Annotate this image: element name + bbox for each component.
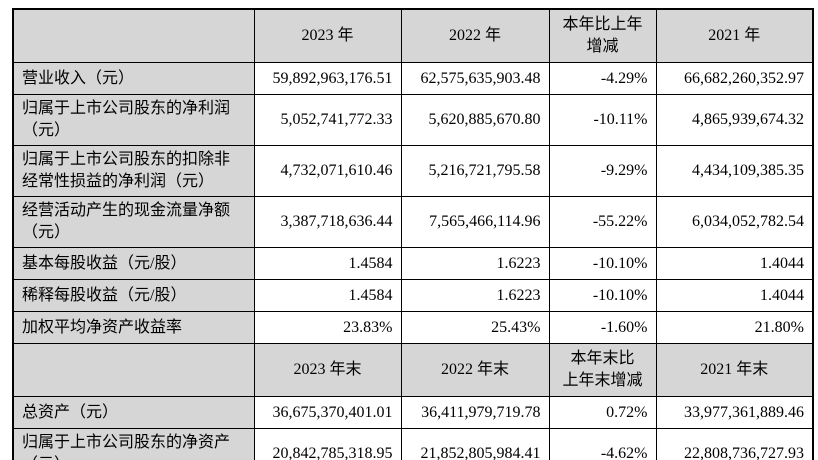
row-label: 归属于上市公司股东的扣除非经常性损益的净利润（元） bbox=[12, 145, 255, 197]
cell-2022: 25.43% bbox=[400, 311, 550, 344]
table-row-revenue: 营业收入（元） 59,892,963,176.51 62,575,635,903… bbox=[12, 62, 814, 95]
cell-change: -1.60% bbox=[548, 311, 657, 344]
table-row-net-profit: 归属于上市公司股东的净利润（元） 5,052,741,772.33 5,620,… bbox=[12, 94, 814, 146]
cell-2023: 4,732,071,610.46 bbox=[253, 145, 402, 197]
cell-2023: 3,387,718,636.44 bbox=[253, 196, 402, 248]
cell-change: -4.62% bbox=[548, 428, 657, 460]
header-2022-eoy: 2022 年末 bbox=[400, 343, 550, 397]
table-row-weighted-avg-roe: 加权平均净资产收益率 23.83% 25.43% -1.60% 21.80% bbox=[12, 311, 814, 344]
cell-change: 0.72% bbox=[548, 396, 657, 429]
cell-2021: 4,865,939,674.32 bbox=[655, 94, 814, 146]
header-eoy-change: 本年末比 上年末增减 bbox=[548, 343, 657, 397]
cell-2022: 62,575,635,903.48 bbox=[400, 62, 550, 95]
cell-2022: 5,216,721,795.58 bbox=[400, 145, 550, 197]
row-label: 基本每股收益（元/股） bbox=[12, 247, 255, 280]
row-label: 总资产（元） bbox=[12, 396, 255, 429]
header-2021: 2021 年 bbox=[655, 8, 814, 63]
cell-change: -9.29% bbox=[548, 145, 657, 197]
row-label: 营业收入（元） bbox=[12, 62, 255, 95]
cell-2021: 4,434,109,385.35 bbox=[655, 145, 814, 197]
row-label: 加权平均净资产收益率 bbox=[12, 311, 255, 344]
table-row-basic-eps: 基本每股收益（元/股） 1.4584 1.6223 -10.10% 1.4044 bbox=[12, 247, 814, 280]
key-financials-table: 2023 年 2022 年 本年比上年 增减 2021 年 营业收入（元） 59… bbox=[12, 8, 814, 460]
cell-2021: 66,682,260,352.97 bbox=[655, 62, 814, 95]
cell-2023: 1.4584 bbox=[253, 247, 402, 280]
cell-2022: 1.6223 bbox=[400, 279, 550, 312]
cell-2022: 36,411,979,719.78 bbox=[400, 396, 550, 429]
cell-2022: 21,852,805,984.41 bbox=[400, 428, 550, 460]
cell-2023: 23.83% bbox=[253, 311, 402, 344]
cell-2022: 5,620,885,670.80 bbox=[400, 94, 550, 146]
end-of-year-header-row: 2023 年末 2022 年末 本年末比 上年末增减 2021 年末 bbox=[12, 343, 814, 397]
cell-2023: 5,052,741,772.33 bbox=[253, 94, 402, 146]
corner-cell bbox=[12, 343, 255, 397]
cell-change: -4.29% bbox=[548, 62, 657, 95]
cell-change: -10.10% bbox=[548, 247, 657, 280]
table-row-diluted-eps: 稀释每股收益（元/股） 1.4584 1.6223 -10.10% 1.4044 bbox=[12, 279, 814, 312]
cell-2023: 20,842,785,318.95 bbox=[253, 428, 402, 460]
header-2023-eoy: 2023 年末 bbox=[253, 343, 402, 397]
cell-2021: 33,977,361,889.46 bbox=[655, 396, 814, 429]
row-label: 稀释每股收益（元/股） bbox=[12, 279, 255, 312]
row-label: 归属于上市公司股东的净利润（元） bbox=[12, 94, 255, 146]
cell-2023: 59,892,963,176.51 bbox=[253, 62, 402, 95]
cell-2021: 1.4044 bbox=[655, 247, 814, 280]
table-row-total-assets: 总资产（元） 36,675,370,401.01 36,411,979,719.… bbox=[12, 396, 814, 429]
cell-2023: 36,675,370,401.01 bbox=[253, 396, 402, 429]
cell-change: -10.10% bbox=[548, 279, 657, 312]
cell-2021: 22,808,736,727.93 bbox=[655, 428, 814, 460]
header-yoy-change: 本年比上年 增减 bbox=[548, 8, 657, 63]
header-2021-eoy: 2021 年末 bbox=[655, 343, 814, 397]
header-2022: 2022 年 bbox=[400, 8, 550, 63]
cell-2023: 1.4584 bbox=[253, 279, 402, 312]
row-label: 归属于上市公司股东的净资产（元） bbox=[12, 428, 255, 460]
cell-2021: 6,034,052,782.54 bbox=[655, 196, 814, 248]
cell-2022: 1.6223 bbox=[400, 247, 550, 280]
cell-2021: 1.4044 bbox=[655, 279, 814, 312]
table-row-operating-cash-flow: 经营活动产生的现金流量净额（元） 3,387,718,636.44 7,565,… bbox=[12, 196, 814, 248]
header-2023: 2023 年 bbox=[253, 8, 402, 63]
cell-2021: 21.80% bbox=[655, 311, 814, 344]
cell-change: -10.11% bbox=[548, 94, 657, 146]
table-row-net-assets: 归属于上市公司股东的净资产（元） 20,842,785,318.95 21,85… bbox=[12, 428, 814, 460]
table-row-net-profit-excl-nonrecurring: 归属于上市公司股东的扣除非经常性损益的净利润（元） 4,732,071,610.… bbox=[12, 145, 814, 197]
corner-cell bbox=[12, 8, 255, 63]
cell-change: -55.22% bbox=[548, 196, 657, 248]
annual-header-row: 2023 年 2022 年 本年比上年 增减 2021 年 bbox=[12, 8, 814, 63]
cell-2022: 7,565,466,114.96 bbox=[400, 196, 550, 248]
row-label: 经营活动产生的现金流量净额（元） bbox=[12, 196, 255, 248]
